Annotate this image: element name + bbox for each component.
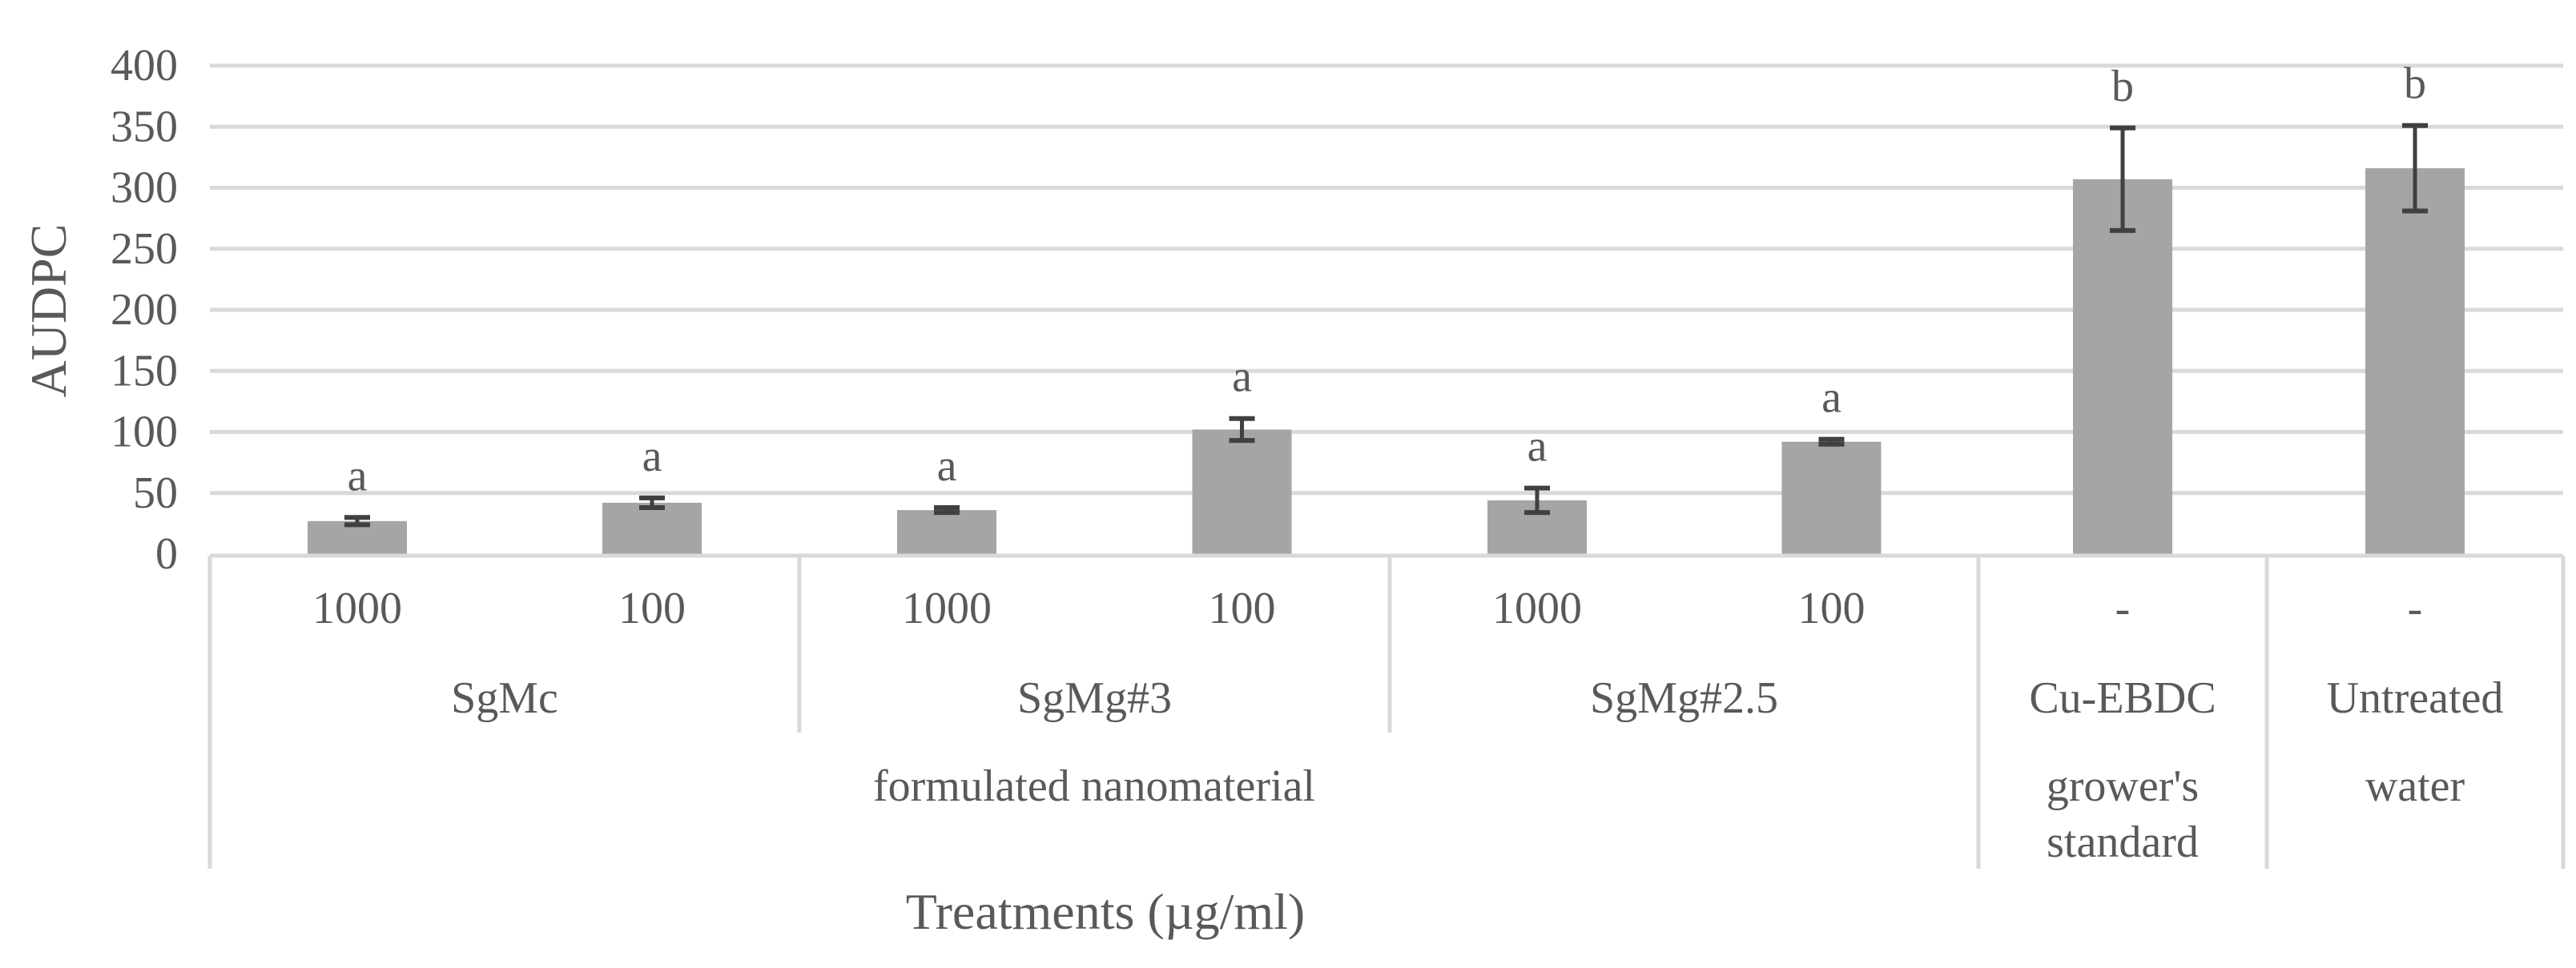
x-axis-title: Treatments (µg/ml)	[906, 883, 1305, 940]
bar	[897, 510, 996, 554]
significance-letter: a	[1527, 422, 1548, 472]
significance-letter: a	[642, 432, 662, 481]
gridlines	[210, 63, 2563, 496]
error-bar	[344, 515, 370, 528]
y-axis-ticks: 0 50 100 150 200 250 300 350 400	[111, 41, 178, 579]
y-tick-label: 300	[111, 163, 178, 213]
y-tick-label: 400	[111, 41, 178, 90]
error-bar	[1818, 436, 1845, 447]
category-label: 100	[618, 584, 686, 633]
category-label: 100	[1798, 584, 1866, 633]
significance-letter: a	[937, 441, 957, 491]
supergroup-label: formulated nanomaterial	[873, 761, 1315, 811]
y-tick-label: 0	[155, 529, 178, 579]
supergroup-label: water	[2365, 761, 2465, 811]
y-tick-label: 50	[133, 468, 178, 518]
bar	[1781, 441, 1882, 554]
bar	[1192, 429, 1292, 554]
category-label: 100	[1209, 584, 1276, 633]
category-label: 1000	[312, 584, 402, 633]
group-label: SgMc	[451, 673, 558, 723]
bars	[308, 168, 2465, 554]
significance-letter: a	[1821, 373, 1841, 423]
category-label: -	[2115, 584, 2131, 633]
bar	[602, 502, 702, 554]
bar	[2073, 179, 2172, 554]
y-tick-label: 100	[111, 408, 178, 457]
error-bar	[2402, 123, 2428, 214]
x-axis: 1000 100 1000 100 1000 100 - - SgMc SgMg#3 SgMg#2.…	[207, 553, 2566, 869]
error-bars	[344, 123, 2428, 528]
error-bar	[934, 505, 960, 516]
category-label: -	[2408, 584, 2423, 633]
category-label: 1000	[902, 584, 992, 633]
significance-letter: b	[2111, 62, 2134, 111]
error-bar	[2110, 125, 2135, 233]
supergroup-label: standard	[2047, 817, 2199, 867]
group-label: Untreated	[2327, 673, 2504, 723]
group-label: SgMg#2.5	[1590, 673, 1778, 723]
supergroup-label: grower's	[2047, 761, 2199, 811]
y-axis-title: AUDPC	[20, 224, 77, 398]
error-bar	[639, 495, 665, 511]
y-tick-label: 350	[111, 102, 178, 151]
category-label: 1000	[1492, 584, 1582, 633]
significance-letter: a	[348, 451, 368, 500]
y-tick-label: 200	[111, 285, 178, 335]
group-label: Cu-EBDC	[2029, 673, 2216, 723]
significance-letter: a	[1232, 352, 1252, 402]
bar	[2365, 168, 2465, 554]
significance-letter: b	[2404, 59, 2426, 109]
significance-letters: a a a a a a b b	[348, 59, 2426, 501]
y-tick-label: 250	[111, 224, 178, 274]
y-tick-label: 150	[111, 346, 178, 396]
error-bar	[1524, 485, 1550, 516]
group-label: SgMg#3	[1017, 673, 1172, 723]
error-bar	[1229, 416, 1255, 444]
